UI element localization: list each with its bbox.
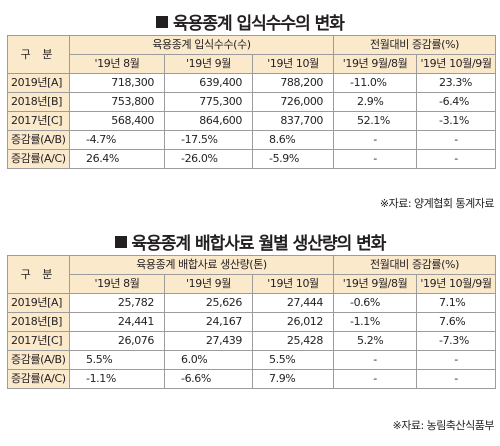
table-cell: 864,600: [164, 111, 253, 131]
table2-feed-production: 구 분 육용종계 배합사료 생산량(톤) 전월대비 증감률(%) '19년 8월…: [7, 255, 497, 389]
table-cell: 7.1%: [415, 293, 497, 313]
table-cell: 2.9%: [333, 92, 418, 112]
table-cell: 8.6%: [251, 130, 335, 150]
row-label: 증감률(A/B): [7, 130, 70, 150]
table-row: 2017년[C] 568,400 864,600 837,700 52.1% -…: [7, 111, 497, 131]
table1-title: 육용종계 입식수수의 변화: [0, 9, 500, 34]
table-cell: -: [333, 369, 417, 389]
column-header: '19년 8월: [69, 274, 165, 294]
group-header-left: 육용종계 입식수수(수): [68, 35, 335, 55]
square-bullet-icon: [156, 16, 169, 28]
table-cell: -: [416, 130, 497, 150]
table2-title: 육용종계 배합사료 월별 생산량의 변화: [0, 229, 500, 254]
row-label: 2018년[B]: [7, 92, 70, 112]
group-header-left: 육용종계 배합사료 생산량(톤): [69, 255, 334, 275]
table-cell: -1.1%: [333, 312, 417, 332]
table-row: 증감률(A/C) 26.4% -26.0% -5.9% - -: [7, 149, 497, 169]
column-header: '19년 10월: [252, 274, 334, 294]
column-header: '19년 10월/9월: [416, 54, 497, 74]
table-cell: 6.0%: [164, 350, 253, 370]
group-header-right: 전월대비 증감률(%): [332, 255, 497, 275]
table-cell: -5.9%: [251, 149, 335, 169]
table-cell: 7.6%: [415, 312, 497, 332]
table-cell: -: [333, 350, 417, 370]
table-cell: -4.7%: [69, 130, 165, 150]
table-cell: 5.5%: [252, 350, 334, 370]
row-label: 2017년[C]: [7, 331, 70, 351]
column-header: '19년 9월/8월: [333, 274, 417, 294]
table1-title-text: 육용종계 입식수수의 변화: [173, 14, 345, 34]
column-header: '19년 10월: [251, 54, 335, 74]
table-cell: 5.2%: [333, 331, 417, 351]
table-cell: 24,167: [164, 312, 253, 332]
table-cell: 837,700: [251, 111, 335, 131]
table-cell: -7.3%: [415, 331, 497, 351]
table-cell: -1.1%: [69, 369, 165, 389]
group-header-right: 전월대비 증감률(%): [333, 35, 497, 55]
table-row: 2019년[A] 25,782 25,626 27,444 -0.6% 7.1%: [7, 293, 497, 313]
table-cell: 52.1%: [333, 111, 418, 131]
table-cell: 25,782: [69, 293, 165, 313]
table-cell: 639,400: [164, 73, 253, 93]
column-header: '19년 9월/8월: [333, 54, 418, 74]
table-row: 2017년[C] 26,076 27,439 25,428 5.2% -7.3%: [7, 331, 497, 351]
table2-title-text: 육용종계 배합사료 월별 생산량의 변화: [131, 234, 387, 254]
table-cell: 24,441: [69, 312, 165, 332]
table-cell: 26.4%: [69, 149, 165, 169]
table-cell: 726,000: [251, 92, 335, 112]
column-header: '19년 9월: [164, 54, 253, 74]
table-cell: 27,439: [164, 331, 253, 351]
table-row: 증감률(A/B) 5.5% 6.0% 5.5% - -: [7, 350, 497, 370]
row-header: 구 분: [7, 255, 70, 294]
row-label: 2017년[C]: [7, 111, 70, 131]
table-cell: -: [415, 350, 497, 370]
table-cell: -11.0%: [333, 73, 418, 93]
row-label: 2019년[A]: [7, 293, 70, 313]
table-cell: 568,400: [69, 111, 165, 131]
table2-source: ※자료: 농림축산식품부: [392, 419, 495, 432]
table-cell: -17.5%: [164, 130, 253, 150]
table-cell: 788,200: [251, 73, 335, 93]
table-row: 증감률(A/C) -1.1% -6.6% 7.9% - -: [7, 369, 497, 389]
row-label: 2019년[A]: [7, 73, 70, 93]
table-cell: 26,076: [69, 331, 165, 351]
row-label: 증감률(A/B): [7, 350, 70, 370]
table-cell: -: [333, 149, 418, 169]
row-label: 증감률(A/C): [7, 149, 70, 169]
table-cell: 26,012: [252, 312, 334, 332]
table-cell: -0.6%: [333, 293, 417, 313]
table-cell: 5.5%: [69, 350, 165, 370]
table-cell: -: [415, 369, 497, 389]
row-label: 증감률(A/C): [7, 369, 70, 389]
table-cell: 775,300: [164, 92, 253, 112]
table-cell: 7.9%: [252, 369, 334, 389]
table-cell: 25,428: [252, 331, 334, 351]
column-header: '19년 8월: [69, 54, 165, 74]
table-row: 증감률(A/B) -4.7% -17.5% 8.6% - -: [7, 130, 497, 150]
table1-intake: 구 분 육용종계 입식수수(수) 전월대비 증감률(%) '19년 8월 '19…: [7, 35, 497, 169]
table-cell: -6.4%: [416, 92, 497, 112]
table-cell: 718,300: [69, 73, 165, 93]
table-cell: 27,444: [252, 293, 334, 313]
table-cell: -: [416, 149, 497, 169]
table-cell: 753,800: [69, 92, 165, 112]
table-row: 2018년[B] 24,441 24,167 26,012 -1.1% 7.6%: [7, 312, 497, 332]
row-label: 2018년[B]: [7, 312, 70, 332]
table-row: 2018년[B] 753,800 775,300 726,000 2.9% -6…: [7, 92, 497, 112]
column-header: '19년 10월/9월: [415, 274, 497, 294]
table-cell: 23.3%: [416, 73, 497, 93]
square-bullet-icon: [114, 236, 127, 248]
table-cell: -: [333, 130, 418, 150]
row-header: 구 분: [7, 35, 70, 74]
column-header: '19년 9월: [164, 274, 253, 294]
table1-source: ※자료: 양계협회 통계자료: [379, 197, 495, 210]
table-cell: 25,626: [164, 293, 253, 313]
table-cell: -26.0%: [164, 149, 253, 169]
table-row: 2019년[A] 718,300 639,400 788,200 -11.0% …: [7, 73, 497, 93]
table-cell: -3.1%: [416, 111, 497, 131]
table-cell: -6.6%: [164, 369, 253, 389]
